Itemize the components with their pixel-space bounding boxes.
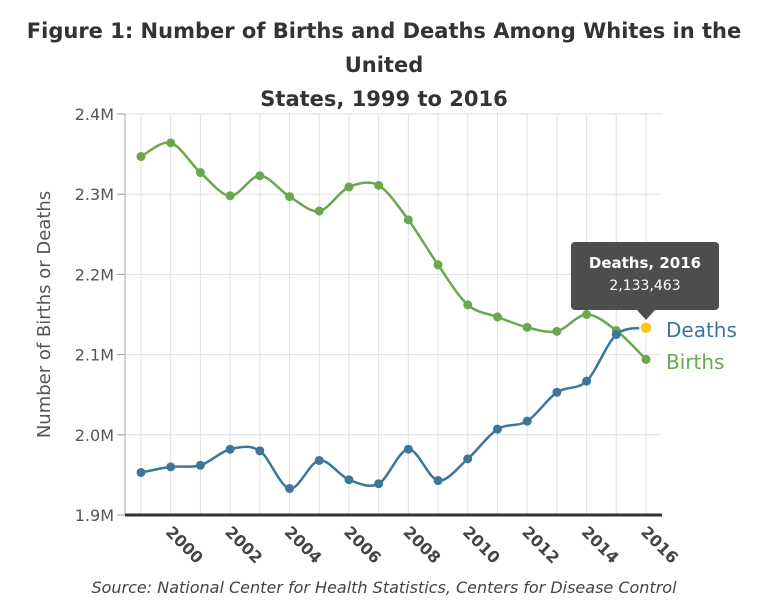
deaths-series-label: Deaths	[666, 318, 737, 342]
x-tick-label: 2010	[459, 522, 504, 567]
x-tick-label: 2008	[400, 522, 445, 567]
births-point	[492, 312, 502, 322]
x-tick-label: 2002	[221, 522, 266, 567]
x-tick-label: 2014	[578, 522, 623, 567]
x-tick-label: 2016	[637, 522, 682, 567]
births-point	[552, 326, 562, 336]
births-point	[522, 322, 532, 332]
deaths-line	[140, 326, 647, 490]
deaths-point	[255, 446, 265, 456]
births-point	[403, 215, 413, 225]
deaths-point	[582, 376, 592, 386]
births-point	[285, 192, 295, 202]
births-point	[433, 260, 443, 270]
deaths-point	[285, 484, 295, 494]
deaths-point	[374, 479, 384, 489]
chart-title-line-1: Figure 1: Number of Births and Deaths Am…	[26, 19, 742, 77]
deaths-point	[639, 321, 653, 335]
y-tick-label: 2.1M	[75, 346, 114, 365]
x-tick-label: 2000	[162, 522, 207, 567]
deaths-point	[195, 460, 205, 470]
deaths-point	[611, 330, 621, 340]
chart-title: Figure 1: Number of Births and Deaths Am…	[0, 14, 768, 116]
y-tick-label: 2.4M	[75, 105, 114, 124]
y-tick-label: 2.2M	[75, 265, 114, 284]
births-point	[463, 300, 473, 310]
x-tick-label: 2004	[281, 522, 326, 567]
source-note: Source: National Center for Health Stati…	[91, 578, 677, 597]
x-tick-label: 2006	[340, 522, 385, 567]
tooltip-value: 2,133,463	[609, 278, 681, 294]
births-point	[314, 206, 324, 216]
y-tick-label: 1.9M	[75, 506, 114, 525]
deaths-point	[552, 387, 562, 397]
births-point	[166, 138, 176, 148]
births-point	[374, 180, 384, 190]
deaths-point	[136, 467, 146, 477]
data-tooltip: Deaths, 2016 2,133,463	[571, 242, 719, 320]
deaths-point	[522, 416, 532, 426]
y-tick-label: 2.0M	[75, 426, 114, 445]
deaths-point	[166, 462, 176, 472]
tooltip-title: Deaths, 2016	[588, 254, 702, 272]
deaths-point	[344, 475, 354, 485]
births-point	[641, 354, 651, 364]
births-series-label: Births	[666, 350, 724, 374]
deaths-point	[225, 444, 235, 454]
deaths-point	[492, 424, 502, 434]
y-tick-label: 2.3M	[75, 185, 114, 204]
deaths-point	[463, 454, 473, 464]
births-point	[344, 182, 354, 192]
deaths-point	[403, 444, 413, 454]
chart-title-line-2: States, 1999 to 2016	[260, 87, 508, 111]
births-point	[582, 310, 592, 319]
births-point	[225, 191, 235, 201]
births-point	[195, 168, 205, 178]
x-tick-label: 2012	[518, 522, 563, 567]
births-point	[136, 152, 146, 162]
deaths-point	[433, 476, 443, 486]
deaths-point	[314, 455, 324, 465]
y-axis-label: Number of Births or Deaths	[34, 191, 55, 438]
births-point	[255, 171, 265, 181]
